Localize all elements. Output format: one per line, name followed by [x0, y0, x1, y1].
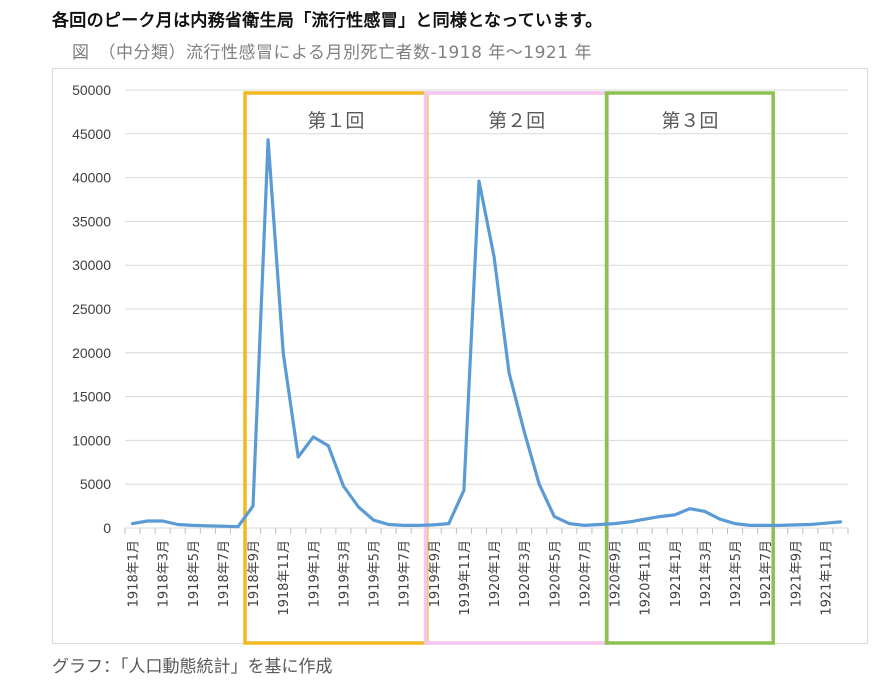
- data-point: [778, 523, 782, 527]
- data-point: [296, 455, 300, 459]
- data-point: [628, 520, 631, 524]
- data-point: [281, 351, 285, 355]
- x-tick-label: 1921年3月: [699, 540, 714, 607]
- data-point: [793, 523, 797, 527]
- x-tick-label: 1920年9月: [609, 540, 624, 607]
- x-tick-label: 1918年9月: [247, 540, 262, 607]
- data-point: [673, 513, 677, 517]
- y-tick-label: 5000: [80, 476, 111, 492]
- data-point: [372, 518, 375, 522]
- data-point: [839, 520, 842, 524]
- x-tick-label: 1919年5月: [368, 540, 383, 607]
- period-label-2: 第２回: [488, 110, 545, 132]
- y-tick-label: 0: [103, 520, 111, 536]
- x-tick-label: 1919年1月: [307, 540, 322, 607]
- y-tick-label: 10000: [72, 432, 111, 448]
- data-point: [146, 519, 149, 523]
- y-tick-label: 35000: [72, 213, 111, 229]
- data-point: [311, 435, 315, 439]
- data-point: [748, 523, 752, 527]
- data-point: [763, 523, 767, 527]
- x-tick-label: 1918年3月: [157, 540, 172, 607]
- data-point: [447, 522, 451, 526]
- source-note: グラフ：「人口動態統計」を基に作成: [52, 657, 333, 677]
- x-tick-label: 1921年7月: [759, 540, 774, 607]
- data-point: [688, 507, 692, 511]
- data-point: [432, 523, 436, 527]
- data-point: [658, 515, 662, 519]
- data-point: [462, 488, 466, 492]
- x-tick-label: 1920年7月: [578, 540, 593, 607]
- x-tick-label: 1918年11月: [277, 540, 292, 616]
- data-point: [643, 517, 647, 521]
- y-tick-label: 25000: [72, 301, 111, 317]
- data-point: [703, 509, 707, 513]
- y-tick-label: 15000: [72, 389, 111, 405]
- x-tick-label: 1920年1月: [488, 540, 503, 607]
- data-point: [342, 484, 345, 488]
- data-point: [477, 179, 481, 183]
- x-tick-label: 1920年11月: [639, 540, 654, 616]
- data-point: [583, 523, 586, 527]
- data-point: [567, 522, 571, 526]
- y-tick-label: 20000: [72, 345, 111, 361]
- x-tick-label: 1919年9月: [428, 540, 443, 607]
- data-point: [251, 504, 255, 508]
- data-point: [266, 138, 270, 142]
- series-line-1: [130, 138, 843, 529]
- y-tick-label: 40000: [72, 170, 111, 186]
- x-tick-label: 1918年1月: [127, 540, 142, 607]
- data-point: [387, 523, 390, 526]
- period-box-3: [604, 91, 775, 645]
- data-point: [236, 525, 240, 529]
- x-tick-label: 1920年5月: [548, 540, 563, 607]
- x-tick-label: 1918年5月: [187, 540, 202, 607]
- data-point: [507, 371, 511, 375]
- x-tick-label: 1921年1月: [669, 540, 684, 607]
- x-tick-label: 1918年7月: [217, 540, 232, 607]
- y-tick-label: 50000: [72, 82, 111, 98]
- y-tick-label: 45000: [72, 126, 111, 142]
- x-tick-label: 1919年11月: [458, 540, 473, 616]
- period-label-3: 第３回: [661, 110, 718, 132]
- data-point: [357, 505, 360, 509]
- data-point: [417, 523, 421, 527]
- data-point: [733, 522, 737, 526]
- x-tick-label: 1919年7月: [398, 540, 413, 607]
- data-point: [161, 519, 165, 523]
- data-point: [598, 523, 601, 526]
- data-point: [492, 255, 496, 258]
- data-point: [522, 430, 526, 434]
- x-tick-label: 1921年9月: [789, 540, 804, 607]
- x-tick-label: 1921年11月: [819, 540, 834, 616]
- x-tick-label: 1921年5月: [729, 540, 744, 607]
- data-point: [808, 523, 812, 526]
- intro-text: 各回のピーク月は内務省衛生局「流行性感冒」と同様となっています。: [52, 11, 603, 31]
- data-point: [824, 521, 827, 525]
- data-point: [613, 522, 616, 526]
- data-point: [718, 517, 722, 521]
- y-tick-label: 30000: [72, 257, 111, 273]
- data-point: [191, 523, 195, 527]
- data-point: [131, 522, 134, 526]
- x-tick-label: 1920年3月: [518, 540, 533, 607]
- data-point: [326, 444, 330, 448]
- x-tick-label: 1919年3月: [337, 540, 352, 607]
- figure-title: 図 （中分類）流行性感冒による月別死亡者数-1918 年～1921 年: [72, 43, 592, 63]
- data-point: [552, 515, 556, 519]
- data-point: [402, 523, 406, 527]
- period-label-1: 第１回: [307, 110, 364, 132]
- data-point: [537, 482, 541, 486]
- data-point: [176, 523, 180, 526]
- data-point: [221, 524, 225, 528]
- data-point: [206, 524, 210, 528]
